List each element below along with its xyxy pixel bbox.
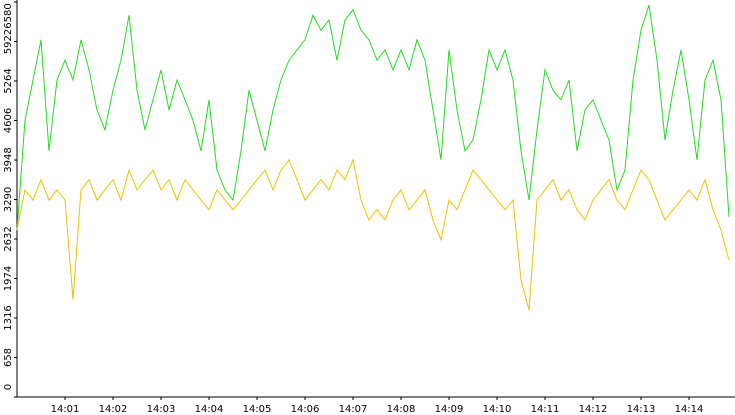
x-tick-label: 14:05 bbox=[243, 404, 272, 415]
y-tick-label: 4606 bbox=[3, 108, 14, 133]
x-tick-label: 14:14 bbox=[675, 404, 704, 415]
y-tick-label: 0 bbox=[3, 384, 14, 390]
x-tick-label: 14:12 bbox=[579, 404, 608, 415]
y-tick-label: 1316 bbox=[3, 305, 14, 330]
series-line bbox=[16, 158, 730, 311]
x-tick-label: 14:02 bbox=[99, 404, 128, 415]
y-tick-label: 3290 bbox=[3, 187, 14, 212]
y-tick-label: 5264 bbox=[3, 68, 14, 93]
x-tick-label: 14:01 bbox=[51, 404, 80, 415]
y-tick-label: 6580 bbox=[3, 3, 14, 28]
y-tick-label: 3948 bbox=[3, 147, 14, 172]
y-tick-label: 1974 bbox=[3, 266, 14, 291]
x-tick-label: 14:04 bbox=[195, 404, 224, 415]
x-tick-label: 14:11 bbox=[531, 404, 560, 415]
y-tick-label: 658 bbox=[3, 348, 14, 367]
series-line bbox=[16, 4, 730, 231]
x-tick-label: 14:08 bbox=[387, 404, 416, 415]
x-tick-label: 14:10 bbox=[483, 404, 512, 415]
x-tick-label: 14:06 bbox=[291, 404, 320, 415]
x-tick-label: 14:09 bbox=[435, 404, 464, 415]
x-tick-label: 14:07 bbox=[339, 404, 368, 415]
x-tick-label: 14:13 bbox=[627, 404, 656, 415]
y-tick-label: 2632 bbox=[3, 226, 14, 251]
y-tick-label: 5922 bbox=[3, 29, 14, 54]
x-tick-label: 14:03 bbox=[147, 404, 176, 415]
